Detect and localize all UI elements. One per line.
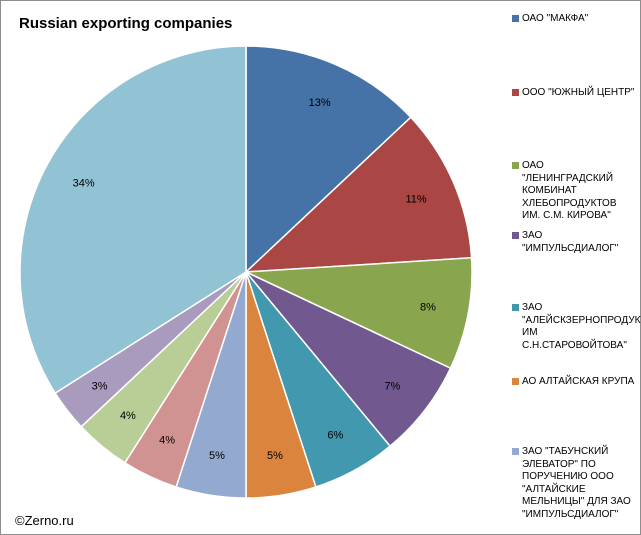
legend-swatch-2 [512,89,519,96]
pie-slice-label-10: 3% [92,381,108,393]
pie-slice-label-8: 4% [159,435,175,447]
legend-swatch-3 [512,162,519,169]
legend-label-1: ОАО "МАКФА" [522,13,589,24]
chart-title: Russian exporting companies [19,15,233,32]
legend-label-3: ОАО "ЛЕНИНГРАДСКИЙ КОМБИНАТ ХЛЕБОПРОДУКТ… [522,160,617,221]
pie-slice-3 [245,257,473,370]
pie-slice-label-2: 11% [405,193,426,205]
legend-swatch-7 [512,448,519,455]
pie-slice-label-6: 5% [267,450,283,462]
pie-slice-11 [19,45,247,395]
pie-slice-label-4: 7% [384,381,400,393]
legend-label-7: ЗАО "ТАБУНСКИЙ ЭЛЕВАТОР" ПО ПОРУЧЕНИЮ ОО… [522,446,631,520]
legend: ОАО "МАКФА" ООО "ЮЖНЫЙ ЦЕНТР" ОАО "ЛЕНИНГР… [512,10,641,530]
watermark: ©Zerno.ru [15,513,74,528]
legend-swatch-4 [512,232,519,239]
legend-label-6: АО АЛТАЙСКАЯ КРУПА [522,376,635,387]
legend-label-4: ЗАО "ИМПУЛЬСДИАЛОГ" [522,230,619,254]
pie-slice-label-11: 34% [73,178,95,190]
pie-slice-label-7: 5% [209,450,225,462]
pie-slice-2 [243,116,473,273]
pie-slice-label-9: 4% [120,410,136,422]
pie-slice-1 [245,45,412,274]
legend-swatch-6 [512,378,519,385]
pie-slice-label-3: 8% [420,302,436,314]
legend-swatch-1 [512,15,519,22]
pie-slice-label-5: 6% [327,429,343,441]
legend-label-5: ЗАО "АЛЕЙСКЗЕРНОПРОДУКТ ИМ С.Н.СТАРОВОЙТ… [522,302,641,351]
legend-swatch-5 [512,304,519,311]
legend-label-2: ООО "ЮЖНЫЙ ЦЕНТР" [522,87,635,98]
pie-slice-label-1: 13% [309,97,331,109]
